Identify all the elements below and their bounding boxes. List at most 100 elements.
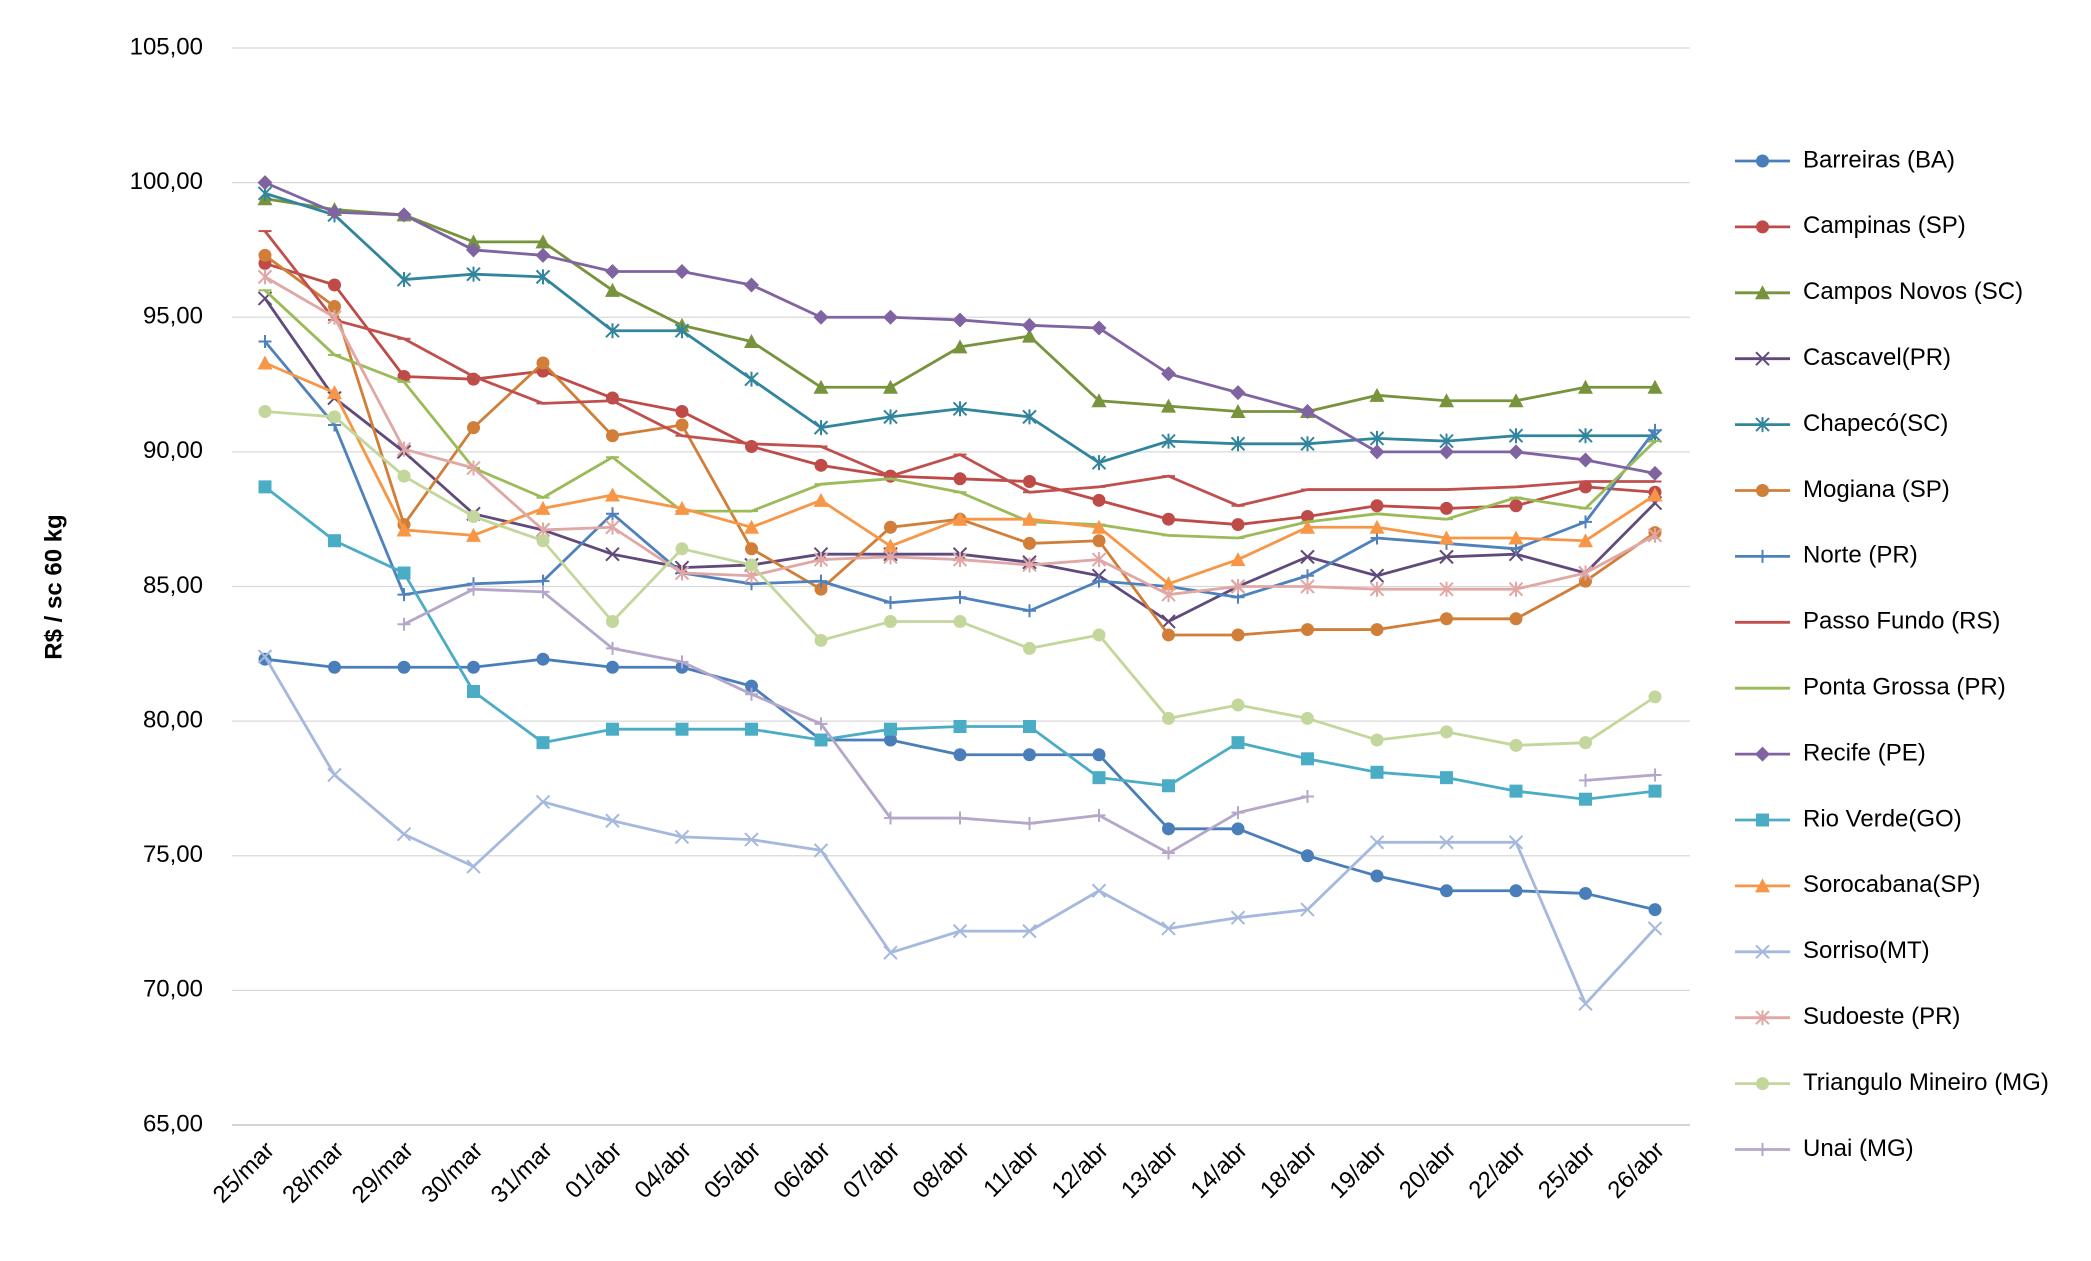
marker	[328, 410, 341, 424]
marker	[674, 565, 690, 581]
marker	[1161, 576, 1176, 591]
y-tick-label: 75,00	[143, 841, 203, 868]
marker	[258, 404, 272, 418]
marker	[952, 339, 968, 354]
marker	[883, 549, 898, 565]
marker	[1301, 790, 1314, 804]
marker	[952, 511, 968, 526]
marker	[605, 323, 620, 339]
series	[257, 355, 1663, 591]
marker	[1439, 530, 1454, 545]
marker	[952, 923, 968, 939]
marker	[1300, 579, 1315, 594]
marker	[1091, 393, 1107, 408]
marker	[1369, 581, 1385, 597]
marker	[1091, 455, 1107, 471]
marker	[1162, 628, 1175, 642]
marker	[1023, 748, 1036, 762]
marker	[883, 945, 898, 960]
marker	[884, 596, 897, 610]
marker	[1579, 773, 1592, 787]
marker	[1756, 154, 1769, 168]
marker	[1161, 433, 1176, 449]
marker	[397, 588, 411, 602]
marker	[466, 242, 481, 258]
legend-label: Cascavel(PR)	[1803, 344, 1951, 371]
marker	[813, 379, 829, 394]
marker	[606, 660, 619, 674]
marker	[883, 379, 898, 394]
legend-label: Ponta Grossa (PR)	[1803, 674, 2006, 701]
marker	[1508, 530, 1524, 545]
marker	[1092, 808, 1106, 822]
marker	[1300, 549, 1315, 565]
marker	[884, 811, 897, 825]
marker	[814, 633, 828, 647]
marker	[605, 487, 620, 502]
marker	[1231, 806, 1245, 820]
marker	[884, 520, 897, 534]
marker	[813, 843, 829, 858]
marker	[258, 480, 272, 494]
marker	[536, 356, 550, 370]
marker	[328, 660, 341, 674]
marker	[1648, 784, 1662, 798]
series	[397, 582, 1662, 860]
marker	[467, 660, 480, 674]
marker	[1439, 444, 1454, 460]
marker	[744, 832, 759, 847]
marker	[258, 334, 272, 348]
marker	[953, 590, 967, 604]
marker	[1579, 480, 1592, 494]
marker	[606, 722, 619, 736]
marker	[257, 269, 273, 285]
marker	[1092, 628, 1106, 642]
marker	[953, 811, 967, 825]
marker	[1579, 886, 1592, 900]
marker	[606, 429, 619, 443]
marker	[535, 794, 551, 810]
marker	[1231, 698, 1245, 712]
marker	[814, 733, 828, 747]
marker	[1439, 393, 1454, 408]
marker	[1301, 849, 1314, 863]
marker	[536, 585, 550, 599]
marker	[1370, 765, 1384, 779]
series	[257, 185, 1663, 471]
marker	[1301, 623, 1314, 637]
marker	[1578, 533, 1593, 548]
marker	[1300, 519, 1315, 534]
marker	[1369, 444, 1385, 460]
marker	[883, 538, 898, 553]
marker	[1091, 883, 1107, 898]
marker	[1578, 379, 1593, 394]
marker	[675, 418, 689, 432]
marker	[1509, 499, 1523, 513]
marker	[744, 371, 759, 387]
marker	[1162, 779, 1175, 793]
marker	[1022, 409, 1037, 425]
y-tick-label: 70,00	[143, 976, 203, 1003]
marker	[1092, 574, 1106, 588]
marker	[606, 507, 619, 521]
marker	[674, 829, 690, 845]
marker	[1161, 614, 1176, 629]
marker	[605, 546, 620, 562]
marker	[1508, 581, 1524, 597]
marker	[1023, 536, 1036, 550]
x-tick-label: 25/mar	[208, 1137, 280, 1209]
marker	[1162, 846, 1175, 860]
marker	[813, 309, 829, 325]
marker	[257, 175, 273, 191]
marker	[397, 566, 411, 580]
marker	[1756, 549, 1769, 563]
marker	[1369, 568, 1385, 583]
marker	[1440, 501, 1453, 515]
marker	[952, 312, 968, 328]
legend-label: Barreiras (BA)	[1803, 146, 1955, 173]
marker	[953, 720, 967, 734]
x-tick-label: 31/mar	[486, 1137, 558, 1209]
marker	[1092, 534, 1106, 548]
marker	[674, 500, 690, 515]
